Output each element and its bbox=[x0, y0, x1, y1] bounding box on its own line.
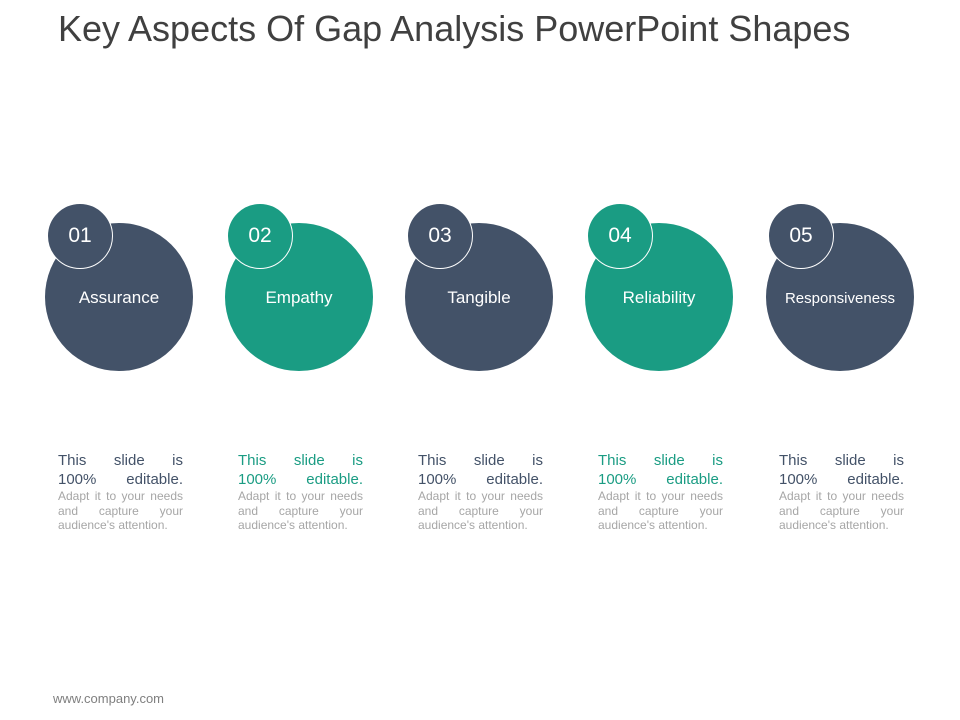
aspect-label: Reliability bbox=[622, 288, 696, 307]
aspect-number: 01 bbox=[47, 203, 113, 269]
aspect-description: This slide is 100% editable. Adapt it to… bbox=[58, 451, 183, 533]
aspect-label: Tangible bbox=[447, 288, 511, 307]
description-main: This slide is 100% editable. bbox=[779, 451, 904, 489]
footer-url: www.company.com bbox=[53, 691, 165, 706]
description-line-2: 100% editable. bbox=[418, 471, 543, 488]
description-sub: Adapt it to your needs and capture your … bbox=[779, 489, 904, 532]
aspect-number: 03 bbox=[407, 203, 473, 269]
description-line-1: This slide is bbox=[58, 452, 183, 469]
aspect-number: 04 bbox=[587, 203, 653, 269]
description-sub: Adapt it to your needs and capture your … bbox=[418, 489, 543, 532]
aspect-item-1: Assurance 01 This slide is 100% editable… bbox=[45, 203, 235, 543]
aspect-circle: Tangible bbox=[405, 223, 553, 371]
description-line-2: 100% editable. bbox=[238, 471, 363, 488]
slide-title: Key Aspects Of Gap Analysis PowerPoint S… bbox=[58, 8, 851, 49]
description-line-2: 100% editable. bbox=[598, 471, 723, 488]
aspect-description: This slide is 100% editable. Adapt it to… bbox=[779, 451, 904, 533]
aspect-circle: Reliability bbox=[585, 223, 733, 371]
aspect-label: Assurance bbox=[78, 288, 160, 307]
description-line-1: This slide is bbox=[418, 452, 543, 469]
description-main: This slide is 100% editable. bbox=[58, 451, 183, 489]
description-sub: Adapt it to your needs and capture your … bbox=[598, 489, 723, 532]
aspect-label: Responsiveness bbox=[784, 289, 896, 307]
description-line-1: This slide is bbox=[779, 452, 904, 469]
aspect-description: This slide is 100% editable. Adapt it to… bbox=[418, 451, 543, 533]
description-line-1: This slide is bbox=[238, 452, 363, 469]
description-main: This slide is 100% editable. bbox=[418, 451, 543, 489]
aspect-description: This slide is 100% editable. Adapt it to… bbox=[598, 451, 723, 533]
aspect-item-5: Responsiveness 05 This slide is 100% edi… bbox=[766, 203, 956, 543]
description-sub: Adapt it to your needs and capture your … bbox=[238, 489, 363, 532]
description-sub: Adapt it to your needs and capture your … bbox=[58, 489, 183, 532]
description-line-1: This slide is bbox=[598, 452, 723, 469]
aspect-item-3: Tangible 03 This slide is 100% editable.… bbox=[405, 203, 595, 543]
description-line-2: 100% editable. bbox=[58, 471, 183, 488]
aspect-item-2: Empathy 02 This slide is 100% editable. … bbox=[225, 203, 415, 543]
aspect-number: 05 bbox=[768, 203, 834, 269]
aspect-label: Empathy bbox=[265, 288, 333, 307]
aspect-description: This slide is 100% editable. Adapt it to… bbox=[238, 451, 363, 533]
description-main: This slide is 100% editable. bbox=[238, 451, 363, 489]
aspect-number: 02 bbox=[227, 203, 293, 269]
description-line-2: 100% editable. bbox=[779, 471, 904, 488]
aspect-item-4: Reliability 04 This slide is 100% editab… bbox=[585, 203, 775, 543]
description-main: This slide is 100% editable. bbox=[598, 451, 723, 489]
